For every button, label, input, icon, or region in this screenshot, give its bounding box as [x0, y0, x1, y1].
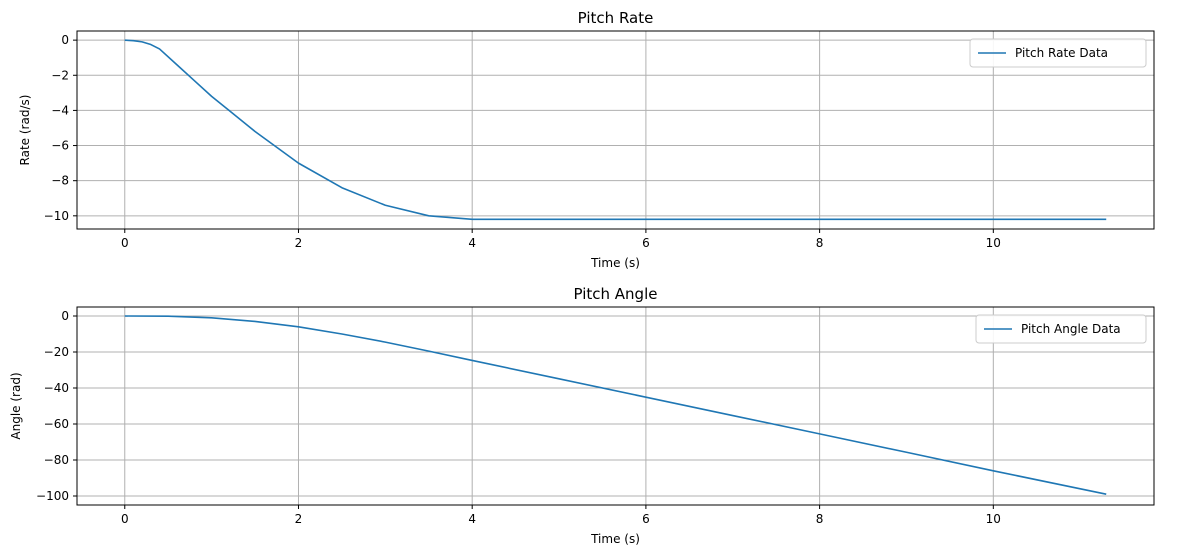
- y-axis-label: Angle (rad): [9, 372, 23, 439]
- x-tick-label: 10: [986, 236, 1001, 250]
- x-tick-label: 4: [468, 236, 476, 250]
- x-tick-label: 10: [986, 512, 1001, 526]
- chart-title: Pitch Rate: [578, 9, 654, 27]
- x-tick-label: 2: [295, 236, 303, 250]
- y-tick-label: −100: [36, 489, 69, 503]
- legend: Pitch Rate Data: [969, 38, 1147, 68]
- legend-box: [969, 38, 1147, 68]
- x-axis-label: Time (s): [590, 256, 640, 270]
- y-tick-label: −60: [44, 417, 69, 431]
- y-tick-label: −4: [51, 103, 69, 117]
- x-tick-label: 6: [642, 512, 650, 526]
- x-axis-label: Time (s): [590, 532, 640, 546]
- y-axis-label: Rate (rad/s): [18, 95, 32, 166]
- x-tick-label: 0: [121, 512, 129, 526]
- legend-label: Pitch Angle Data: [1021, 322, 1121, 336]
- x-tick-label: 0: [121, 236, 129, 250]
- x-tick-label: 8: [816, 236, 824, 250]
- axes-frame: [76, 306, 1155, 506]
- x-tick-label: 6: [642, 236, 650, 250]
- legend-label: Pitch Rate Data: [1015, 46, 1108, 60]
- y-tick-label: 0: [61, 309, 69, 323]
- subplot-1: 0 2 4 6 8 10 0 −2 −4 −6 −8 −10 Pitch Rate Time (s) Rat…: [18, 9, 1155, 270]
- y-tick-label: −80: [44, 453, 69, 467]
- legend-box: [975, 314, 1147, 344]
- y-tick-label: −8: [51, 174, 69, 188]
- y-tick-label: −20: [44, 345, 69, 359]
- series-line-1: [124, 315, 1107, 495]
- y-tick-label: −2: [51, 68, 69, 82]
- subplot-2: 0 2 4 6 8 10 0 −20 −40 −60 −80 −100 Pitch Angle Time …: [9, 285, 1155, 546]
- x-tick-label: 8: [816, 512, 824, 526]
- y-tick-label: −6: [51, 139, 69, 153]
- y-tick-label: 0: [61, 33, 69, 47]
- x-tick-label: 4: [468, 512, 476, 526]
- axes-frame: [76, 30, 1155, 230]
- x-tick-label: 2: [295, 512, 303, 526]
- series-line-1: [124, 39, 1107, 221]
- chart-title: Pitch Angle: [574, 285, 658, 303]
- y-tick-label: −40: [44, 381, 69, 395]
- legend: Pitch Angle Data: [975, 314, 1147, 344]
- y-tick-label: −10: [44, 209, 69, 223]
